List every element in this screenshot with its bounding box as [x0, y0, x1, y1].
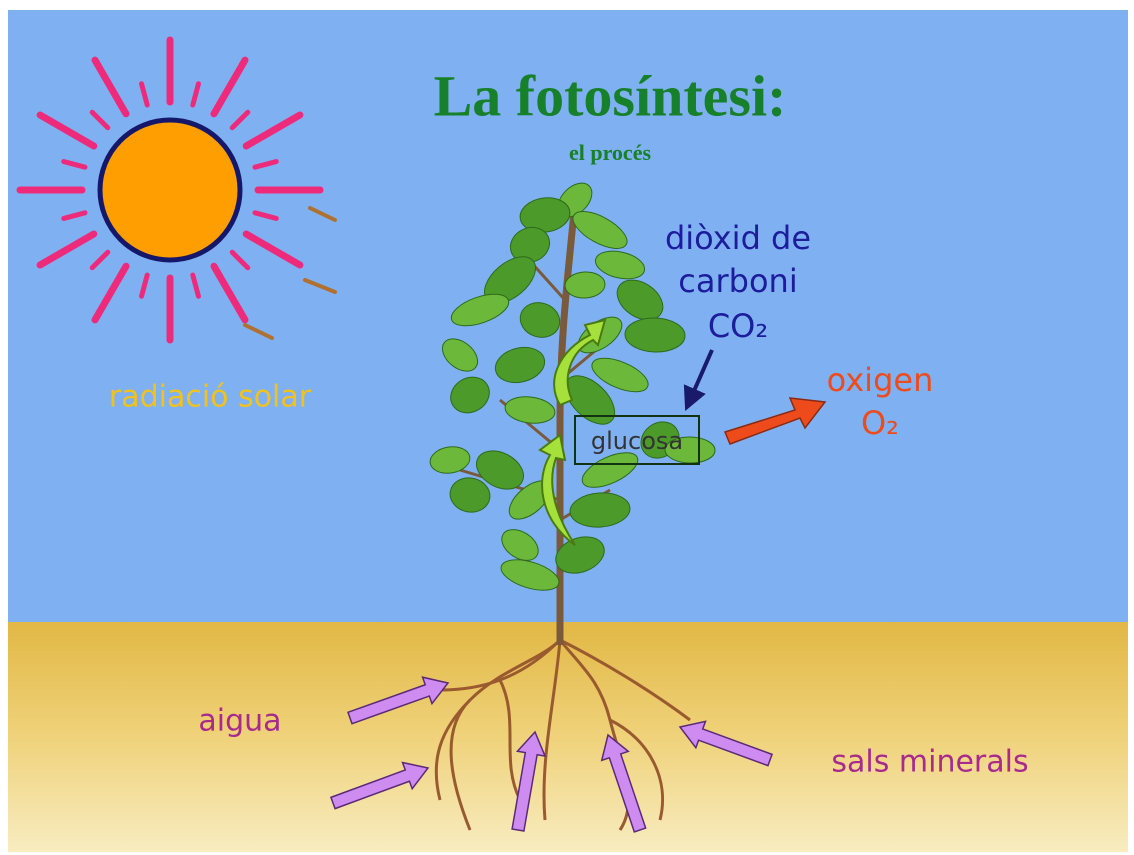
subtitle: el procés	[569, 140, 652, 165]
diagram: La fotosíntesi: el procés radiació solar…	[0, 0, 1134, 855]
sun-label: radiació solar	[109, 380, 312, 415]
co2-label: carboni	[678, 262, 797, 300]
glucose-label: glucosa	[591, 427, 683, 455]
title: La fotosíntesi:	[434, 63, 787, 128]
minerals-label: sals minerals	[831, 745, 1028, 780]
sun	[100, 120, 240, 260]
soil	[8, 622, 1128, 852]
water-label: aigua	[198, 704, 281, 739]
oxygen-label: oxigen	[827, 361, 934, 399]
co2-formula: CO₂	[708, 307, 768, 345]
oxygen-formula: O₂	[861, 404, 899, 442]
co2-label: diòxid de	[665, 219, 811, 257]
page: La fotosíntesi: el procés radiació solar…	[0, 0, 1134, 855]
